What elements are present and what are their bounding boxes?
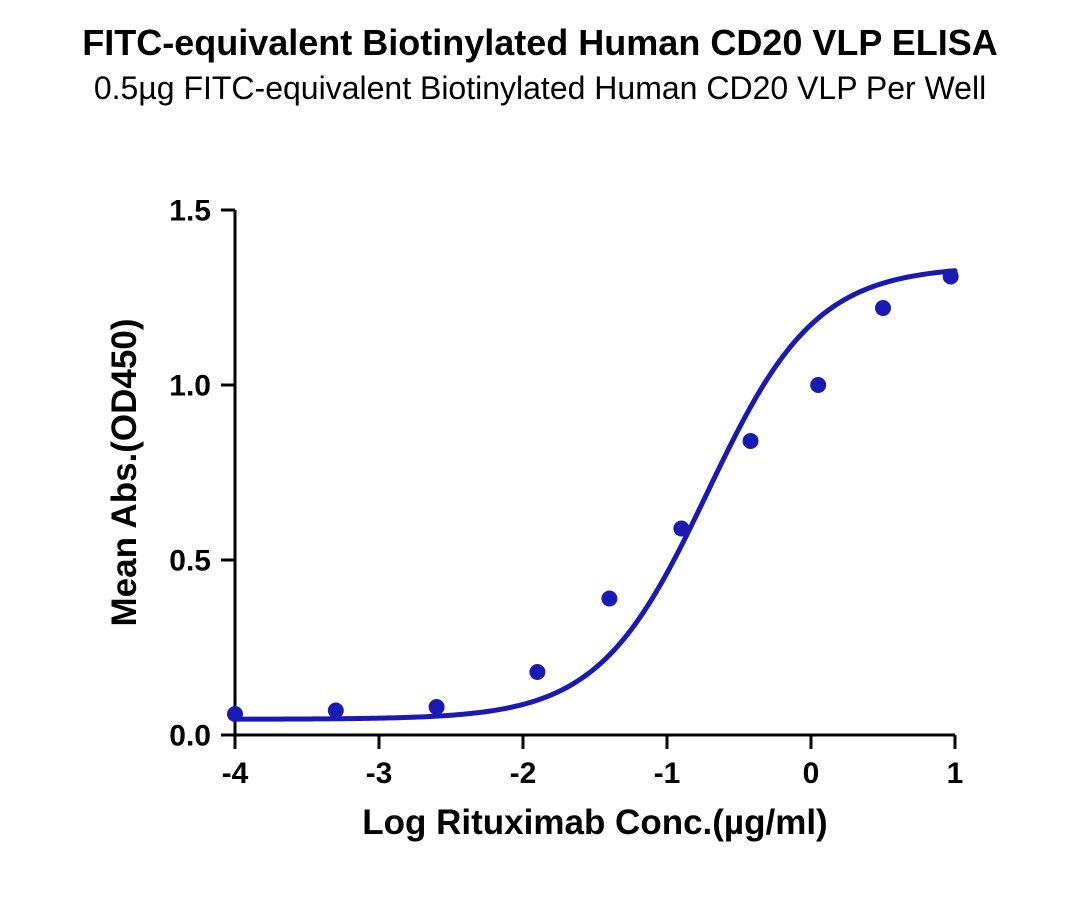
data-point (529, 664, 545, 680)
data-point (601, 591, 617, 607)
data-point (227, 706, 243, 722)
data-point (429, 699, 445, 715)
data-point (743, 433, 759, 449)
x-axis-label: Log Rituximab Conc.(µg/ml) (362, 803, 827, 842)
chart-container: { "title": { "main": "FITC-equivalent Bi… (0, 0, 1080, 910)
x-tick-label: -2 (510, 757, 537, 790)
y-tick-label: 1.5 (169, 195, 211, 228)
data-point (673, 521, 689, 537)
x-tick-label: 0 (803, 757, 820, 790)
data-point (875, 300, 891, 316)
chart-svg: -4 -3 -2 -1 0 1 0.0 0.5 1.0 1.5 Log Rituximab Conc… (0, 0, 1080, 910)
data-point (328, 703, 344, 719)
x-tick-label: -4 (222, 757, 249, 790)
y-tick-label: 1.0 (169, 370, 211, 403)
data-point (943, 269, 959, 285)
y-axis-label: Mean Abs.(OD450) (105, 319, 144, 627)
x-tick-label: 1 (947, 757, 964, 790)
x-tick-label: -3 (366, 757, 393, 790)
y-tick-label: 0.5 (169, 545, 211, 578)
data-point (810, 377, 826, 393)
chart-area: -4 -3 -2 -1 0 1 0.0 0.5 1.0 1.5 Log Rituximab Conc… (0, 0, 1080, 910)
x-tick-label: -1 (654, 757, 681, 790)
fit-curve (235, 271, 955, 719)
y-tick-label: 0.0 (169, 720, 211, 753)
